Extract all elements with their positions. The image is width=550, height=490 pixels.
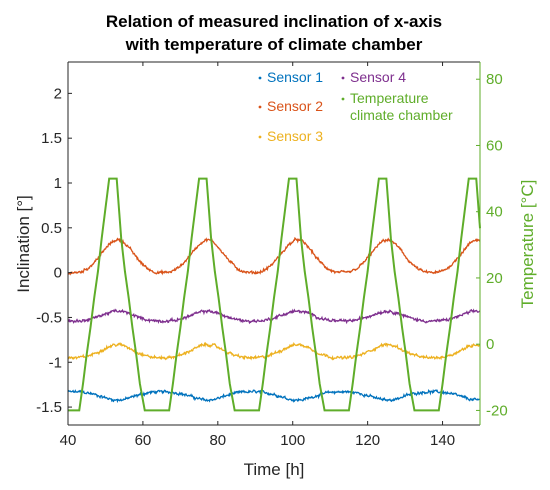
legend-label: Sensor 4 bbox=[350, 69, 406, 85]
legend-label: Sensor 3 bbox=[267, 128, 323, 144]
legend-marker bbox=[258, 105, 262, 109]
x-tick-label: 80 bbox=[209, 432, 226, 449]
y-right-tick-label: 40 bbox=[486, 204, 503, 221]
legend-item-sensor-1: Sensor 1 bbox=[258, 69, 323, 85]
legend-item-sensor-2: Sensor 2 bbox=[258, 98, 323, 114]
axes-layer: 40 60 80 100 120 140 -1.5 -1 -0.5 0 0.5 1 1.5 2 -20 0 20… bbox=[36, 61, 508, 449]
y-left-tick-label: 0 bbox=[54, 265, 62, 282]
x-tick-label: 100 bbox=[280, 432, 305, 449]
legend-label: Sensor 2 bbox=[267, 98, 323, 114]
y-right-tick-label: 60 bbox=[486, 137, 503, 154]
x-tick-label: 60 bbox=[135, 432, 152, 449]
x-axis-label: Time [h] bbox=[244, 460, 305, 479]
legend-item-sensor-4: Sensor 4 bbox=[341, 69, 406, 85]
legend-marker bbox=[258, 135, 262, 139]
y-left-tick-label: -1 bbox=[49, 354, 62, 371]
x-tick-label: 120 bbox=[355, 432, 380, 449]
y-axis-left-label: Inclination [°] bbox=[14, 195, 33, 293]
chart-title: Relation of measured inclination of x-ax… bbox=[106, 12, 442, 54]
y-right-tick-label: 80 bbox=[486, 71, 503, 88]
chart-title-line-2: with temperature of climate chamber bbox=[125, 35, 423, 54]
y-left-tick-label: -0.5 bbox=[36, 309, 62, 326]
legend-item-sensor-3: Sensor 3 bbox=[258, 128, 323, 144]
y-left-tick-label: -1.5 bbox=[36, 399, 62, 416]
y-left-tick-label: 0.5 bbox=[41, 220, 62, 237]
legend-marker bbox=[341, 76, 345, 80]
y-left-tick-label: 2 bbox=[54, 85, 62, 102]
y-right-tick-label: 20 bbox=[486, 270, 503, 287]
series-line-sensor-2 bbox=[67, 236, 481, 276]
legend-marker bbox=[341, 97, 345, 101]
legend-label: climate chamber bbox=[350, 107, 453, 123]
y-left-tick-label: 1 bbox=[54, 175, 62, 192]
y-left-tick-label: 1.5 bbox=[41, 130, 62, 147]
y-right-tick-label: 0 bbox=[486, 336, 494, 353]
y-right-tick-label: -20 bbox=[486, 402, 508, 419]
series-line-sensor-4 bbox=[67, 308, 481, 325]
chart-title-line-1: Relation of measured inclination of x-ax… bbox=[106, 12, 442, 31]
legend-marker bbox=[258, 76, 262, 80]
legend: Sensor 1 Sensor 2 Sensor 3 Sensor 4 Temperat… bbox=[258, 69, 453, 144]
series-line-temperature bbox=[68, 177, 481, 412]
y-axis-right-label: Temperature [°C] bbox=[518, 180, 537, 309]
x-tick-label: 140 bbox=[430, 432, 455, 449]
legend-label: Temperature bbox=[350, 90, 429, 106]
legend-label: Sensor 1 bbox=[267, 69, 323, 85]
x-tick-label: 40 bbox=[60, 432, 77, 449]
series-layer bbox=[67, 177, 481, 412]
